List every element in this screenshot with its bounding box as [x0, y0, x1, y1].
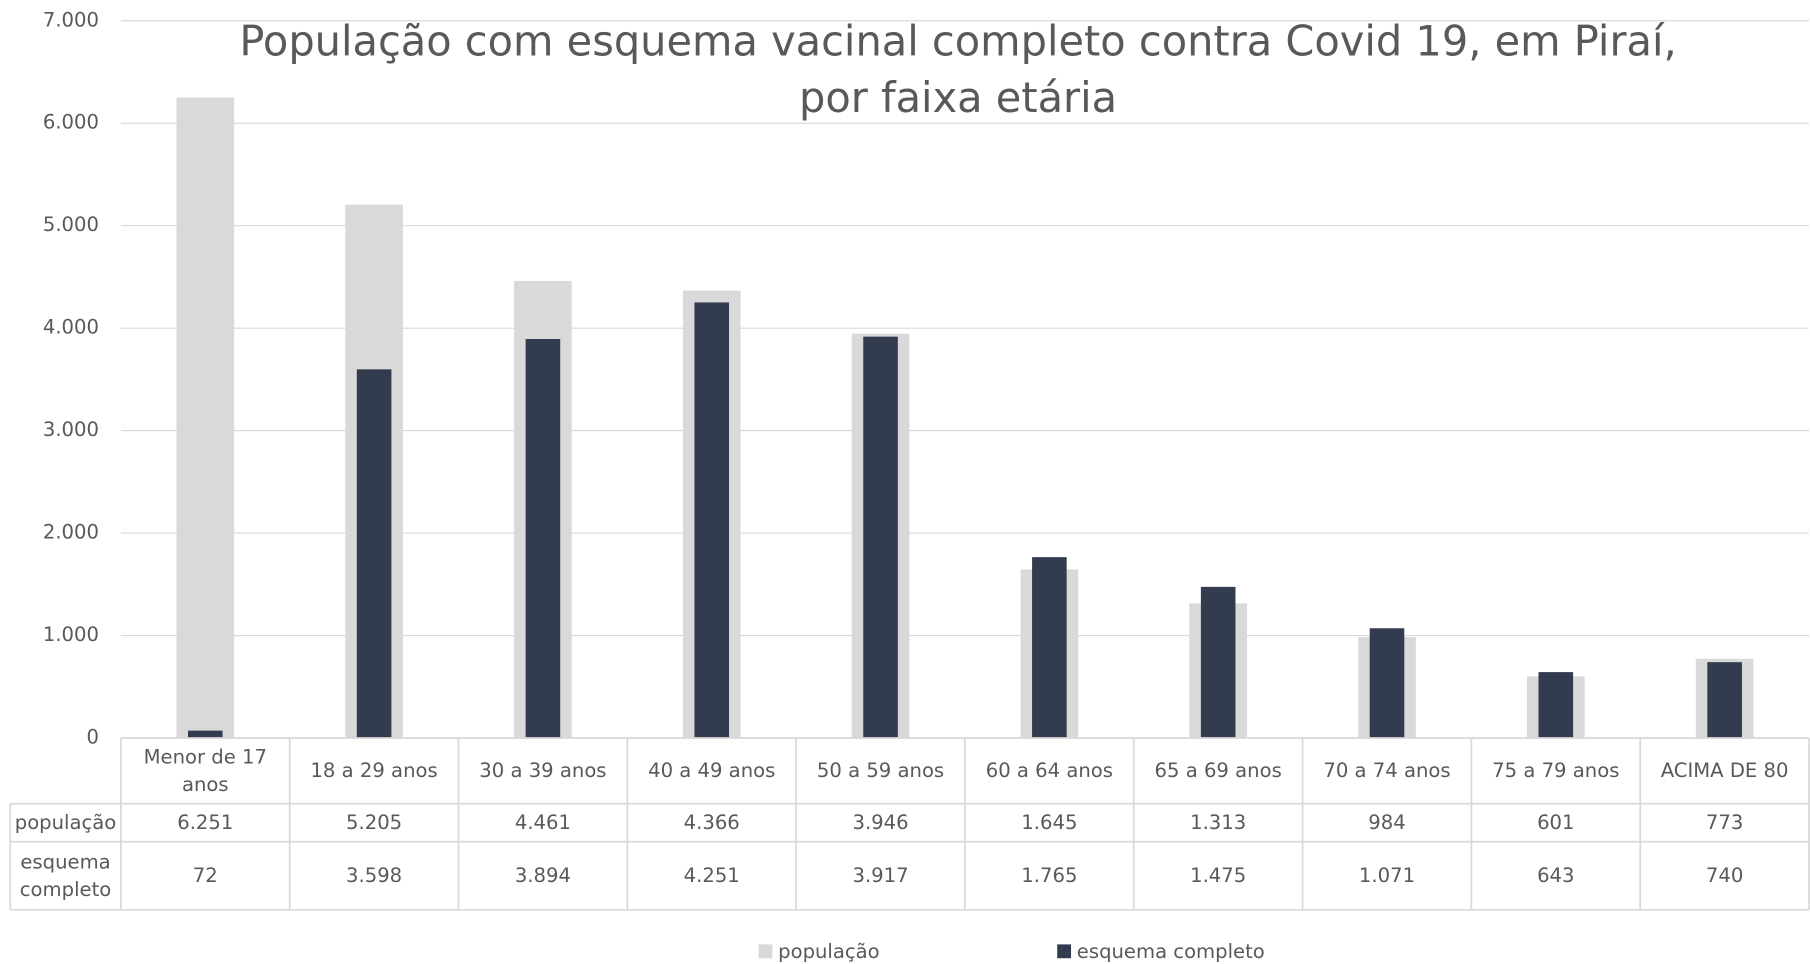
category-label: 18 a 29 anos: [310, 759, 438, 783]
table-value-box: 4.366: [683, 811, 740, 835]
table-value-box: 6.251: [177, 811, 234, 835]
y-tick-label: 6.000: [43, 111, 99, 134]
y-tick-label: 7.000: [43, 8, 99, 31]
table-value: 4.461: [514, 811, 571, 835]
table-value-box: 3.946: [852, 811, 909, 835]
category-label: 70 a 74 anos: [1323, 759, 1451, 783]
table-value-box: 1.313: [1190, 811, 1247, 835]
table-value-box: 643: [1537, 864, 1575, 888]
table-value: 1.645: [1021, 811, 1078, 835]
table-value: 1.313: [1190, 811, 1247, 835]
category-label-box: 50 a 59 anos: [816, 759, 945, 783]
category-label-box: Menor de 17 anos: [143, 745, 267, 797]
category-label-box: 60 a 64 anos: [985, 759, 1113, 783]
row-label-box: esquema completo: [19, 850, 112, 902]
bar: [863, 336, 898, 738]
legend-swatch: [1057, 944, 1072, 959]
chart-title: População com esquema vacinal completo c…: [239, 18, 1677, 123]
table-value-box: 4.251: [683, 864, 740, 888]
table-value-box: 740: [1705, 864, 1744, 888]
bar: [176, 97, 235, 738]
legend-label: população: [778, 940, 880, 963]
table-value-box: 1.765: [1021, 864, 1078, 888]
category-label: 30 a 39 anos: [479, 759, 607, 783]
table-value: 3.894: [514, 864, 571, 888]
table-value-box: 1.071: [1358, 864, 1416, 888]
row-label: população: [14, 811, 117, 835]
category-label-box: 75 a 79 anos: [1492, 759, 1620, 783]
row-label: esquema completo: [19, 850, 112, 902]
table-value-box: 3.894: [514, 864, 571, 888]
table-value: 3.598: [346, 864, 403, 888]
bar: [187, 730, 223, 738]
bar: [1369, 628, 1405, 738]
table-value-box: 4.461: [514, 811, 571, 835]
table-value: 4.366: [683, 811, 740, 835]
table-value: 1.071: [1358, 864, 1416, 888]
category-label-box: 40 a 49 anos: [648, 759, 776, 783]
table-value: 773: [1705, 811, 1744, 835]
table-value: 5.205: [346, 811, 403, 835]
y-tick-label: 2.000: [43, 521, 99, 544]
bar: [1032, 557, 1067, 738]
table-value: 1.765: [1021, 864, 1078, 888]
category-label-box: ACIMA DE 80: [1660, 759, 1789, 783]
table-value-box: 3.598: [346, 864, 403, 888]
table-value: 72: [192, 864, 218, 888]
table-value-box: 5.205: [346, 811, 403, 835]
bar: [1200, 586, 1236, 738]
category-label: Menor de 17 anos: [143, 745, 267, 797]
table-value: 3.946: [852, 811, 909, 835]
table-value-box: 601: [1537, 811, 1575, 835]
table-value: 984: [1368, 811, 1406, 835]
legend-swatch: [758, 944, 773, 959]
table-value: 4.251: [683, 864, 740, 888]
category-label: 40 a 49 anos: [648, 759, 776, 783]
table-value: 6.251: [177, 811, 234, 835]
table-value: 643: [1537, 864, 1575, 888]
bar: [1707, 662, 1742, 738]
table-value-box: 1.475: [1190, 864, 1247, 888]
table-value: 740: [1705, 864, 1744, 888]
category-label: 50 a 59 anos: [816, 759, 945, 783]
table-value-box: 72: [192, 864, 218, 888]
category-label: 75 a 79 anos: [1492, 759, 1620, 783]
category-label: ACIMA DE 80: [1660, 759, 1789, 783]
category-label: 65 a 69 anos: [1154, 759, 1282, 783]
table-value: 601: [1537, 811, 1575, 835]
table-value: 3.917: [852, 864, 909, 888]
y-tick-label: 4.000: [43, 316, 99, 339]
y-tick-label: 5.000: [43, 213, 99, 236]
bar: [356, 369, 392, 738]
table-value-box: 1.645: [1021, 811, 1078, 835]
bar: [525, 339, 561, 738]
title-box: População com esquema vacinal completo c…: [239, 18, 1677, 123]
y-tick-label: 0: [87, 725, 99, 748]
category-label-box: 70 a 74 anos: [1323, 759, 1451, 783]
legend-label: esquema completo: [1077, 940, 1265, 963]
table-value-box: 773: [1705, 811, 1744, 835]
bar: [694, 302, 730, 738]
y-tick-label: 3.000: [43, 418, 99, 441]
table-value: 1.475: [1190, 864, 1247, 888]
category-label-box: 18 a 29 anos: [310, 759, 438, 783]
category-label: 60 a 64 anos: [985, 759, 1113, 783]
table-value-box: 984: [1368, 811, 1406, 835]
category-label-box: 65 a 69 anos: [1154, 759, 1282, 783]
bar: [1538, 672, 1574, 738]
table-value-box: 3.917: [852, 864, 909, 888]
y-tick-label: 1.000: [43, 623, 99, 646]
category-label-box: 30 a 39 anos: [479, 759, 607, 783]
row-label-box: população: [14, 811, 117, 835]
